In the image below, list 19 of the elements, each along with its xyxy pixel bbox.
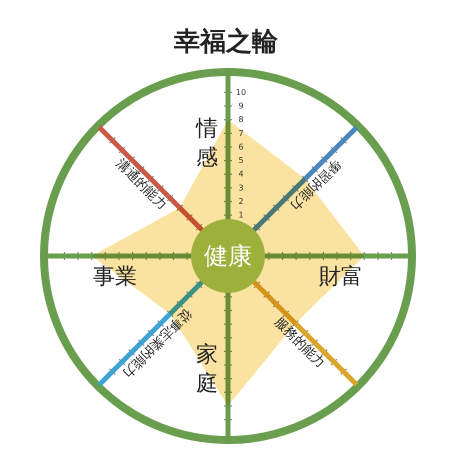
y-tick-label: 3 — [238, 183, 244, 192]
y-tick-label: 7 — [238, 128, 244, 138]
y-tick-label: 10 — [236, 88, 246, 97]
spoke-label: 溝通的能力 — [112, 156, 170, 213]
y-tick-label: 9 — [238, 102, 244, 111]
y-tick-label: 1 — [238, 210, 244, 220]
y-tick-label: 8 — [238, 115, 244, 124]
y-tick-label: 4 — [238, 170, 244, 179]
spoke-label: 從事志業的能力 — [119, 305, 194, 380]
spoke-label: 服務的能力 — [271, 314, 328, 372]
text: 健康 — [204, 242, 252, 270]
chart-title: 幸福之輪 — [173, 27, 279, 57]
spoke-label: 家庭 — [196, 342, 218, 396]
y-tick-label: 6 — [238, 142, 244, 152]
y-tick-label: 2 — [238, 196, 244, 206]
spoke-label: 財富 — [319, 264, 363, 290]
spoke-label: 事業 — [93, 264, 137, 290]
spoke-label: 情感 — [195, 116, 218, 170]
y-tick-label: 5 — [238, 156, 244, 166]
